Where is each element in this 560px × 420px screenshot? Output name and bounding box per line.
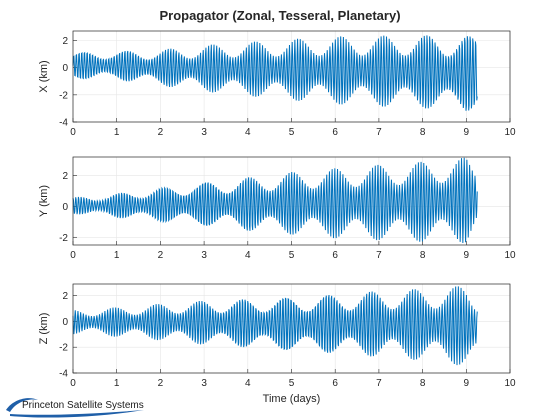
y-tick-label: 0 [62,63,68,74]
y-tick-label: -2 [59,343,68,354]
x-tick-label: 2 [158,127,164,138]
x-tick-label: 4 [245,127,251,138]
x-tick-label: 0 [70,127,76,138]
x-tick-label: 3 [201,378,207,389]
x-tick-label: 8 [420,127,426,138]
x-tick-label: 2 [158,378,164,389]
x-tick-label: 5 [289,378,295,389]
swoosh-logo-icon [6,398,144,418]
y-tick-label: 2 [62,291,68,302]
x-tick-label: 4 [245,378,251,389]
x-tick-label: 5 [289,250,295,261]
x-tick-label: 0 [70,378,76,389]
x-tick-label: 7 [376,127,382,138]
y-tick-label: -4 [59,369,68,380]
x-tick-label: 3 [201,127,207,138]
x-tick-label: 6 [332,250,338,261]
axes-box [72,156,511,246]
x-tick-label: 6 [332,127,338,138]
series-line [72,35,478,111]
y-tick-label: -2 [59,233,68,244]
series-line [72,286,478,366]
panel-3: 0 1 2 3 4 5 6 7 8 9 10 -4 -2 0 2 Z (km) Time (days) [38,283,516,405]
x-tick-label: 1 [114,378,120,389]
y-tick-label: 0 [62,202,68,213]
y-tick-label: -2 [59,90,68,101]
x-tick-label: 7 [376,378,382,389]
x-tick-label: 9 [464,127,470,138]
y-tick-label: 2 [62,171,68,182]
y-axis-label: X (km) [38,60,50,92]
x-tick-label: 4 [245,250,251,261]
y-axis-label: Z (km) [38,313,50,345]
axes-box [72,30,511,123]
x-tick-label: 0 [70,250,76,261]
figure-title: Propagator (Zonal, Tesseral, Planetary) [159,8,400,23]
x-tick-label: 7 [376,250,382,261]
x-tick-label: 10 [504,378,516,389]
x-tick-label: 1 [114,127,120,138]
x-tick-label: 6 [332,378,338,389]
series-line [72,157,478,243]
axes-box [72,283,511,374]
x-tick-label: 9 [464,378,470,389]
x-tick-label: 1 [114,250,120,261]
y-axis-label: Y (km) [38,185,50,217]
x-tick-label: 2 [158,250,164,261]
x-tick-label: 8 [420,250,426,261]
x-tick-label: 9 [464,250,470,261]
y-tick-label: -4 [59,118,68,129]
x-tick-label: 8 [420,378,426,389]
panel-1: 0 1 2 3 4 5 6 7 8 9 10 -4 -2 0 2 X (km) [38,30,516,138]
x-tick-label: 3 [201,250,207,261]
x-tick-label: 10 [504,250,516,261]
x-tick-label: 10 [504,127,516,138]
princeton-satellite-systems-logo: Princeton Satellite Systems [4,394,154,418]
x-tick-label: 5 [289,127,295,138]
x-axis-label: Time (days) [263,393,321,405]
logo-text: Princeton Satellite Systems [22,400,144,411]
y-tick-label: 0 [62,317,68,328]
y-tick-label: 2 [62,36,68,47]
